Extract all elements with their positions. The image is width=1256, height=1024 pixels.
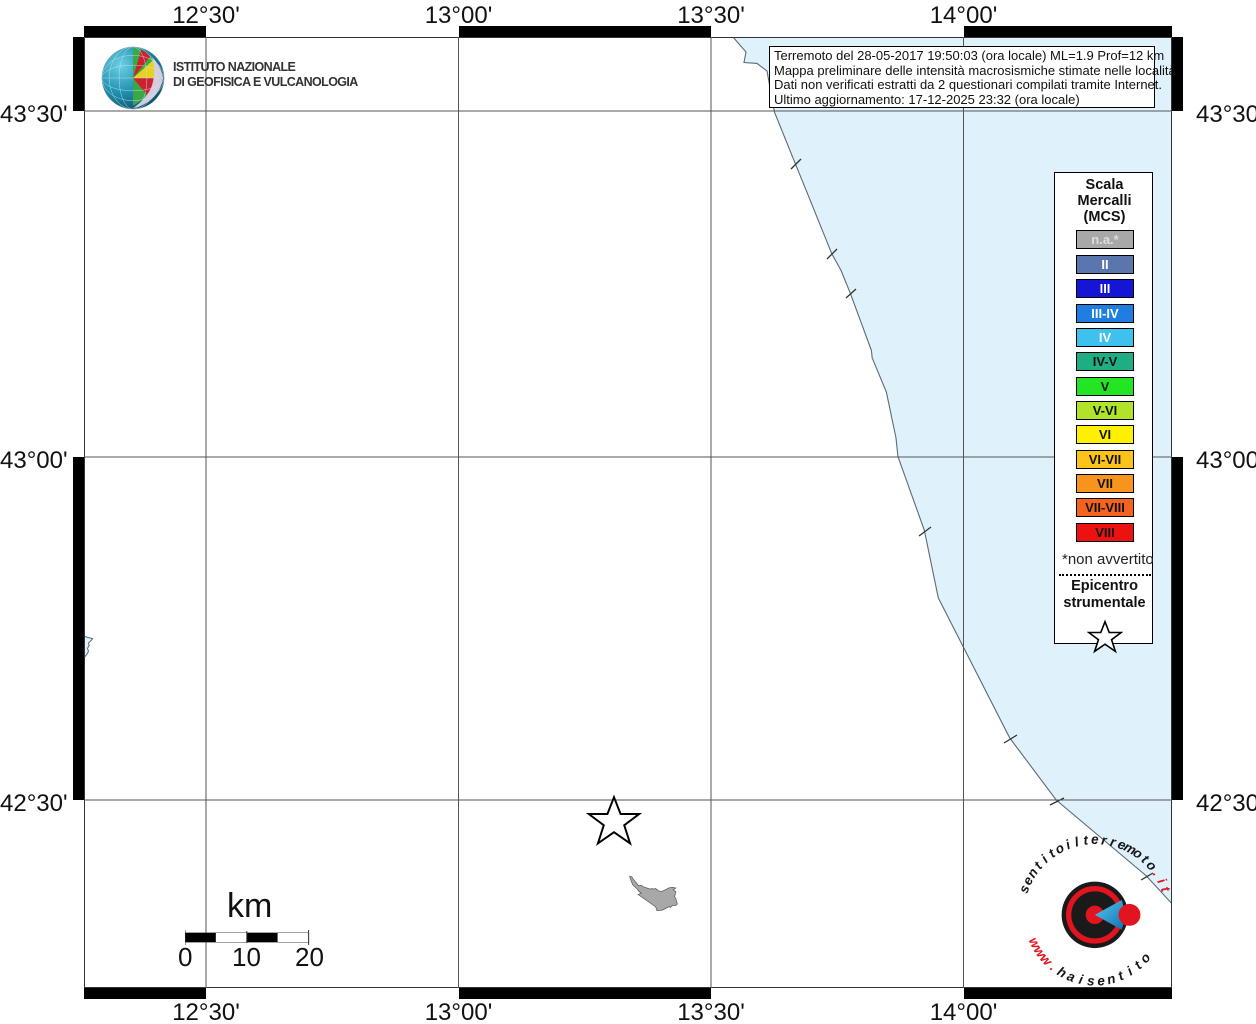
svg-text:t: t <box>1158 885 1174 895</box>
svg-text:i: i <box>1124 964 1135 979</box>
svg-text:r: r <box>1101 833 1109 849</box>
svg-text:e: e <box>1091 832 1099 847</box>
svg-text:t: t <box>1116 968 1126 984</box>
svg-text:e: e <box>1097 973 1106 989</box>
svg-text:i: i <box>1078 972 1085 988</box>
svg-text:n: n <box>1105 971 1117 988</box>
svg-text:t: t <box>1083 833 1090 848</box>
svg-text:l: l <box>1073 834 1081 850</box>
svg-text:s: s <box>1087 973 1095 988</box>
svg-text:i: i <box>1154 876 1169 886</box>
